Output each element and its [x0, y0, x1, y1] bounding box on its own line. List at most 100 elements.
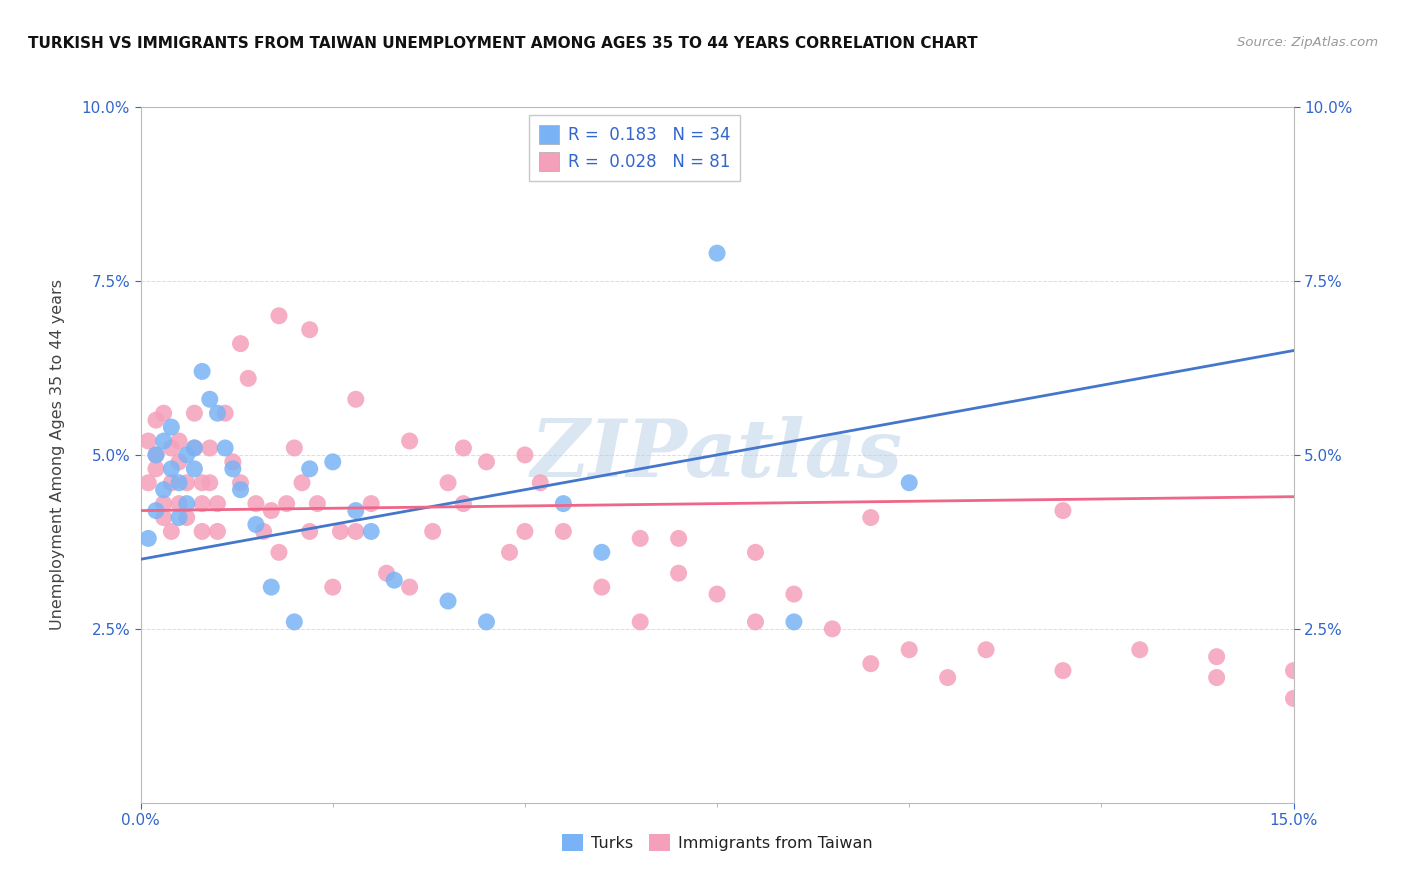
Point	[229, 336, 252, 351]
Point	[191, 497, 214, 511]
Point	[191, 524, 214, 539]
Point	[553, 497, 575, 511]
Point	[628, 615, 651, 629]
Point	[422, 524, 444, 539]
Point	[344, 392, 367, 407]
Point	[1282, 691, 1305, 706]
Point	[160, 420, 183, 434]
Point	[160, 524, 183, 539]
Point	[329, 524, 352, 539]
Point	[191, 475, 214, 490]
Point	[453, 441, 475, 455]
Point	[198, 475, 221, 490]
Point	[183, 406, 205, 420]
Point	[167, 455, 190, 469]
Point	[167, 434, 190, 448]
Point	[375, 566, 398, 581]
Point	[591, 545, 613, 559]
Point	[283, 441, 305, 455]
Point	[167, 475, 190, 490]
Point	[1282, 664, 1305, 678]
Point	[207, 497, 229, 511]
Point	[167, 510, 190, 524]
Point	[821, 622, 844, 636]
Point	[260, 503, 283, 517]
Point	[706, 587, 728, 601]
Point	[145, 448, 167, 462]
Point	[322, 455, 344, 469]
Point	[360, 497, 382, 511]
Point	[1129, 642, 1152, 657]
Point	[152, 406, 174, 420]
Point	[783, 615, 806, 629]
Point	[276, 497, 298, 511]
Point	[398, 580, 420, 594]
Point	[160, 475, 183, 490]
Point	[160, 441, 183, 455]
Point	[214, 441, 236, 455]
Point	[283, 615, 305, 629]
Point	[382, 573, 405, 587]
Point	[668, 532, 690, 546]
Point	[974, 642, 997, 657]
Point	[307, 497, 329, 511]
Point	[167, 497, 190, 511]
Point	[591, 580, 613, 594]
Point	[252, 524, 274, 539]
Point	[398, 434, 420, 448]
Point	[136, 532, 159, 546]
Point	[529, 475, 551, 490]
Point	[229, 475, 252, 490]
Point	[744, 545, 766, 559]
Point	[245, 497, 267, 511]
Point	[744, 615, 766, 629]
Point	[214, 406, 236, 420]
Point	[152, 510, 174, 524]
Point	[1052, 664, 1074, 678]
Point	[859, 657, 882, 671]
Point	[475, 615, 498, 629]
Point	[183, 441, 205, 455]
Point	[628, 532, 651, 546]
Point	[176, 475, 198, 490]
Point	[136, 434, 159, 448]
Point	[322, 580, 344, 594]
Point	[291, 475, 314, 490]
Point	[936, 671, 959, 685]
Point	[267, 545, 290, 559]
Point	[298, 524, 321, 539]
Point	[152, 497, 174, 511]
Point	[145, 462, 167, 476]
Point	[176, 497, 198, 511]
Point	[136, 475, 159, 490]
Point	[453, 497, 475, 511]
Point	[145, 413, 167, 427]
Point	[783, 587, 806, 601]
Point	[229, 483, 252, 497]
Point	[344, 503, 367, 517]
Point	[668, 566, 690, 581]
Point	[298, 323, 321, 337]
Point	[238, 371, 260, 385]
Point	[176, 510, 198, 524]
Y-axis label: Unemployment Among Ages 35 to 44 years: Unemployment Among Ages 35 to 44 years	[51, 279, 65, 631]
Point	[298, 462, 321, 476]
Point	[706, 246, 728, 260]
Legend: Turks, Immigrants from Taiwan: Turks, Immigrants from Taiwan	[555, 827, 879, 857]
Point	[1052, 503, 1074, 517]
Point	[198, 441, 221, 455]
Point	[245, 517, 267, 532]
Point	[498, 545, 520, 559]
Point	[260, 580, 283, 594]
Point	[553, 524, 575, 539]
Point	[191, 364, 214, 378]
Point	[152, 483, 174, 497]
Point	[207, 406, 229, 420]
Point	[198, 392, 221, 407]
Point	[176, 448, 198, 462]
Text: ZIPatlas: ZIPatlas	[531, 417, 903, 493]
Point	[437, 475, 460, 490]
Point	[859, 510, 882, 524]
Point	[160, 462, 183, 476]
Text: TURKISH VS IMMIGRANTS FROM TAIWAN UNEMPLOYMENT AMONG AGES 35 TO 44 YEARS CORRELA: TURKISH VS IMMIGRANTS FROM TAIWAN UNEMPL…	[28, 36, 977, 51]
